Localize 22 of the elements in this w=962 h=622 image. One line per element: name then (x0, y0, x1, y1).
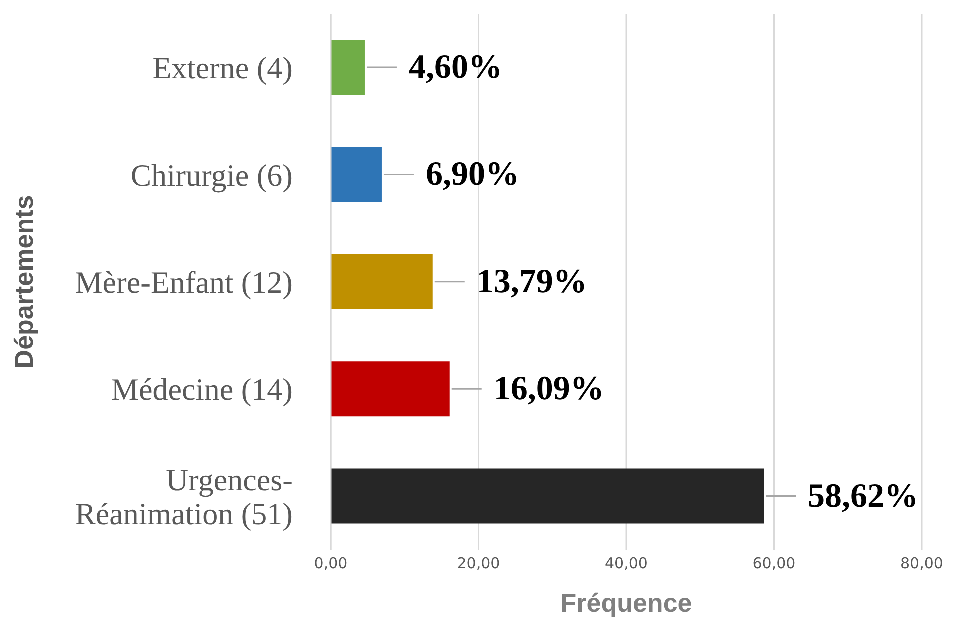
y-tick-label: Chirurgie (6) (130, 157, 293, 192)
x-tick-label: 80,00 (900, 554, 944, 573)
x-tick-label: 0,00 (314, 554, 348, 573)
bar (331, 147, 382, 202)
data-label: 6,90% (426, 156, 520, 194)
bar (331, 362, 450, 417)
y-tick-label: Urgences-Réanimation (51) (75, 462, 293, 531)
y-tick-label: Médecine (14) (111, 372, 293, 407)
bar (331, 468, 764, 524)
data-label: 16,09% (494, 370, 604, 408)
x-axis-title: Fréquence (560, 588, 692, 618)
y-axis-title: Départements (9, 195, 40, 369)
x-tick-label: 40,00 (605, 554, 648, 573)
data-label: 13,79% (476, 263, 588, 300)
y-tick-label: Mère-Enfant (12) (75, 264, 293, 300)
data-label: 58,62% (808, 478, 919, 515)
x-tick-label: 60,00 (752, 554, 796, 573)
bar (331, 40, 365, 95)
bar (331, 254, 433, 310)
data-label: 4,60% (408, 49, 502, 86)
y-tick-label: Externe (4) (152, 50, 293, 86)
x-tick-label: 20,00 (457, 554, 500, 573)
